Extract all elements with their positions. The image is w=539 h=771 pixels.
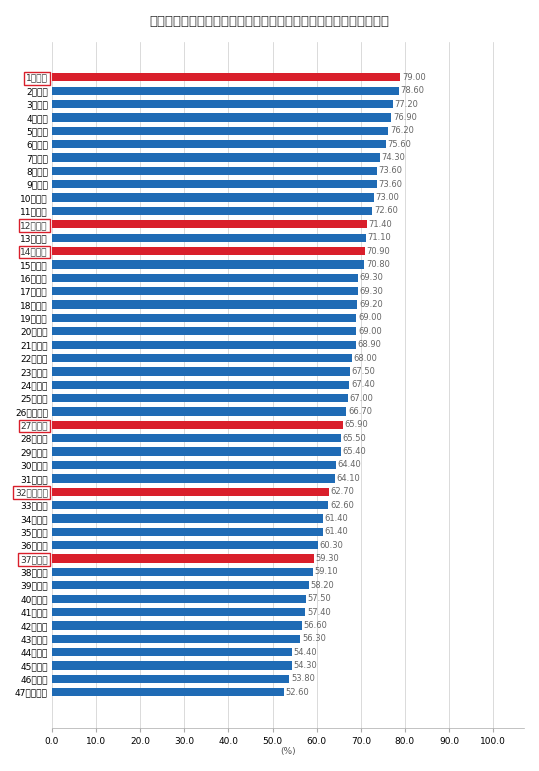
Text: 68.00: 68.00 xyxy=(354,354,378,362)
Bar xyxy=(52,407,346,416)
Bar xyxy=(52,581,309,590)
Bar xyxy=(52,381,349,389)
Text: 76.90: 76.90 xyxy=(393,113,417,122)
Text: 62.60: 62.60 xyxy=(330,500,354,510)
Text: 68.90: 68.90 xyxy=(358,340,382,349)
Bar xyxy=(52,635,300,643)
Bar xyxy=(52,167,377,175)
Bar xyxy=(52,434,341,443)
Bar xyxy=(52,327,356,335)
Text: 70.90: 70.90 xyxy=(367,247,390,256)
Text: 69.00: 69.00 xyxy=(358,327,382,336)
Text: 73.00: 73.00 xyxy=(376,193,400,202)
Text: 64.40: 64.40 xyxy=(338,460,362,470)
Bar xyxy=(52,394,348,402)
Text: 66.70: 66.70 xyxy=(348,407,372,416)
Bar xyxy=(52,207,372,215)
Bar xyxy=(52,180,377,188)
X-axis label: (%): (%) xyxy=(280,747,296,756)
Text: 67.40: 67.40 xyxy=(351,380,375,389)
Bar xyxy=(52,140,385,148)
Text: 61.40: 61.40 xyxy=(324,514,348,523)
Text: 59.10: 59.10 xyxy=(314,567,338,577)
Bar xyxy=(52,73,400,82)
Text: 75.60: 75.60 xyxy=(387,140,411,149)
Bar xyxy=(52,421,343,429)
Text: 64.10: 64.10 xyxy=(336,474,360,483)
Text: 54.40: 54.40 xyxy=(294,648,317,657)
Bar xyxy=(52,261,364,268)
Bar xyxy=(52,274,358,282)
Text: 58.20: 58.20 xyxy=(310,581,334,590)
Bar xyxy=(52,541,318,550)
Bar xyxy=(52,221,367,228)
Text: 52.60: 52.60 xyxy=(286,688,309,697)
Bar xyxy=(52,301,357,308)
Text: 76.20: 76.20 xyxy=(390,126,414,135)
Text: 71.10: 71.10 xyxy=(368,233,391,242)
Bar xyxy=(52,474,335,483)
Text: 65.50: 65.50 xyxy=(343,434,367,443)
Bar xyxy=(52,675,289,683)
Bar xyxy=(52,567,313,576)
Bar xyxy=(52,621,302,630)
Bar xyxy=(52,126,388,135)
Bar xyxy=(52,341,356,348)
Bar xyxy=(52,354,352,362)
Text: 56.30: 56.30 xyxy=(302,635,326,643)
Text: 69.30: 69.30 xyxy=(360,287,383,296)
Bar xyxy=(52,234,365,242)
Bar xyxy=(52,314,356,322)
Text: 69.20: 69.20 xyxy=(359,300,383,309)
Bar xyxy=(52,113,391,122)
Bar xyxy=(52,554,314,563)
Bar xyxy=(52,447,341,456)
Text: 69.00: 69.00 xyxy=(358,314,382,322)
Text: 54.30: 54.30 xyxy=(293,661,317,670)
Text: 73.60: 73.60 xyxy=(378,167,403,175)
Text: 56.60: 56.60 xyxy=(303,621,327,630)
Text: 67.50: 67.50 xyxy=(351,367,375,376)
Bar xyxy=(52,608,305,616)
Text: 77.20: 77.20 xyxy=(395,99,418,109)
Text: 74.30: 74.30 xyxy=(382,153,405,162)
Text: 69.30: 69.30 xyxy=(360,274,383,282)
Bar xyxy=(52,367,350,375)
Bar xyxy=(52,86,399,95)
Bar xyxy=(52,461,336,469)
Bar xyxy=(52,514,323,523)
Bar xyxy=(52,648,292,656)
Bar xyxy=(52,501,328,510)
Text: 57.40: 57.40 xyxy=(307,608,331,617)
Bar xyxy=(52,594,306,603)
Bar xyxy=(52,153,380,162)
Bar xyxy=(52,689,284,696)
Text: 60.30: 60.30 xyxy=(320,540,344,550)
Text: 78.60: 78.60 xyxy=(400,86,425,95)
Text: 62.70: 62.70 xyxy=(330,487,354,497)
Bar xyxy=(52,527,323,536)
Text: 65.90: 65.90 xyxy=(344,420,368,429)
Bar xyxy=(52,487,329,496)
Bar xyxy=(52,100,392,108)
Text: 79.00: 79.00 xyxy=(402,72,426,82)
Bar xyxy=(52,287,358,295)
Text: 67.00: 67.00 xyxy=(349,394,373,402)
Bar xyxy=(52,194,374,202)
Text: 71.40: 71.40 xyxy=(369,220,392,229)
Text: ＦＴＴＨサービス都道府県別普及率グラフ（令和６年３月末現在）: ＦＴＴＨサービス都道府県別普及率グラフ（令和６年３月末現在） xyxy=(149,15,390,29)
Text: 59.30: 59.30 xyxy=(315,554,339,563)
Text: 53.80: 53.80 xyxy=(291,675,315,683)
Text: 61.40: 61.40 xyxy=(324,527,348,537)
Text: 65.40: 65.40 xyxy=(342,447,366,456)
Bar xyxy=(52,247,365,255)
Text: 57.50: 57.50 xyxy=(307,594,331,603)
Text: 73.60: 73.60 xyxy=(378,180,403,189)
Text: 70.80: 70.80 xyxy=(366,260,390,269)
Text: 72.60: 72.60 xyxy=(374,207,398,215)
Bar xyxy=(52,662,292,670)
